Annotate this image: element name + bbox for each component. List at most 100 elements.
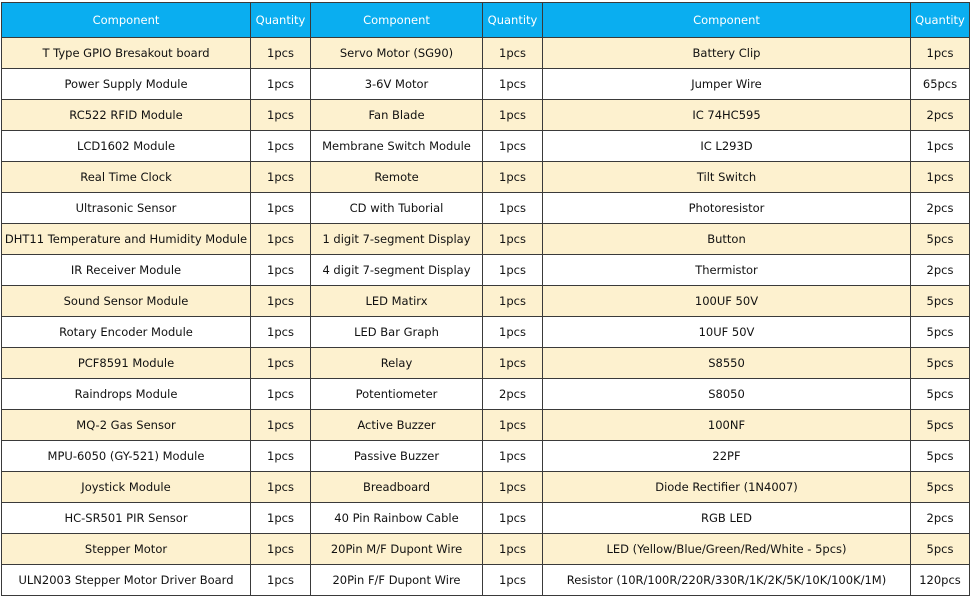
table-cell: 5pcs: [910, 285, 970, 317]
table-cell: Photoresistor: [542, 192, 911, 224]
table-cell: HC-SR501 PIR Sensor: [1, 502, 251, 534]
table-cell: 1pcs: [910, 161, 970, 193]
table-cell: IC 74HC595: [542, 99, 911, 131]
table-cell: 1pcs: [482, 192, 543, 224]
table-cell: Diode Rectifier (1N4007): [542, 471, 911, 503]
table-cell: S8550: [542, 347, 911, 379]
table-cell: 100NF: [542, 409, 911, 441]
table-row: Ultrasonic Sensor 1pcs CD with Tuborial 1pc…: [1, 192, 970, 224]
table-cell: Resistor (10R/100R/220R/330R/1K/2K/5K/10…: [542, 564, 911, 596]
table-cell: 1pcs: [482, 223, 543, 255]
table-cell: 1pcs: [250, 409, 311, 441]
table-cell: 4 digit 7-segment Display: [310, 254, 483, 286]
table-cell: Servo Motor (SG90): [310, 37, 483, 69]
header-cell: Quantity: [250, 2, 311, 38]
table-cell: DHT11 Temperature and Humidity Module: [1, 223, 251, 255]
table-cell: 5pcs: [910, 471, 970, 503]
table-cell: 2pcs: [910, 502, 970, 534]
table-row: HC-SR501 PIR Sensor 1pcs 40 Pin Rainbow Ca…: [1, 502, 970, 534]
table-cell: 5pcs: [910, 347, 970, 379]
table-cell: Power Supply Module: [1, 68, 251, 100]
table-row: Raindrops Module 1pcs Potentiometer 2pcs S80…: [1, 378, 970, 410]
table-cell: IC L293D: [542, 130, 911, 162]
table-row: MQ-2 Gas Sensor 1pcs Active Buzzer 1pcs 100N…: [1, 409, 970, 441]
table-cell: LED (Yellow/Blue/Green/Red/White - 5pcs): [542, 533, 911, 565]
table-cell: 1pcs: [482, 68, 543, 100]
table-row: Power Supply Module 1pcs 3-6V Motor 1pcs Jum…: [1, 68, 970, 100]
table-cell: 2pcs: [482, 378, 543, 410]
table-cell: 20Pin F/F Dupont Wire: [310, 564, 483, 596]
table-cell: 1pcs: [250, 471, 311, 503]
table-cell: 5pcs: [910, 440, 970, 472]
table-cell: 1pcs: [250, 564, 311, 596]
table-cell: LCD1602 Module: [1, 130, 251, 162]
table-row: MPU-6050 (GY-521) Module 1pcs Passive Buzz…: [1, 440, 970, 472]
table-cell: 22PF: [542, 440, 911, 472]
table-cell: MPU-6050 (GY-521) Module: [1, 440, 251, 472]
header-cell: Component: [542, 2, 911, 38]
table-cell: 1pcs: [482, 161, 543, 193]
table-cell: RGB LED: [542, 502, 911, 534]
table-cell: 1pcs: [250, 533, 311, 565]
header-cell: Component: [1, 2, 251, 38]
table-cell: 1pcs: [250, 347, 311, 379]
table-row: LCD1602 Module 1pcs Membrane Switch Module…: [1, 130, 970, 162]
table-row: IR Receiver Module 1pcs 4 digit 7-segment …: [1, 254, 970, 286]
table-cell: 100UF 50V: [542, 285, 911, 317]
table-cell: RC522 RFID Module: [1, 99, 251, 131]
table-row: ULN2003 Stepper Motor Driver Board 1pcs 20…: [1, 564, 970, 596]
table-row: Stepper Motor 1pcs 20Pin M/F Dupont Wire 1p…: [1, 533, 970, 565]
table-row: T Type GPIO Bresakout board 1pcs Servo Mot…: [1, 37, 970, 69]
table-row: PCF8591 Module 1pcs Relay 1pcs S8550 5pcs: [1, 347, 970, 379]
header-cell: Quantity: [482, 2, 543, 38]
table-cell: Real Time Clock: [1, 161, 251, 193]
table-cell: Potentiometer: [310, 378, 483, 410]
table-cell: Battery Clip: [542, 37, 911, 69]
table-cell: 3-6V Motor: [310, 68, 483, 100]
table-cell: 1pcs: [910, 130, 970, 162]
table-cell: 5pcs: [910, 409, 970, 441]
header-cell: Component: [310, 2, 483, 38]
table-cell: 1pcs: [250, 99, 311, 131]
table-row: Rotary Encoder Module 1pcs LED Bar Graph 1p…: [1, 316, 970, 348]
table-cell: 1pcs: [250, 254, 311, 286]
table-row: DHT11 Temperature and Humidity Module 1pc…: [1, 223, 970, 255]
table-cell: 1pcs: [482, 130, 543, 162]
table-cell: Stepper Motor: [1, 533, 251, 565]
table-cell: 40 Pin Rainbow Cable: [310, 502, 483, 534]
table-cell: 1pcs: [482, 502, 543, 534]
table-cell: 1pcs: [250, 161, 311, 193]
table-cell: 5pcs: [910, 378, 970, 410]
table-body: T Type GPIO Bresakout board 1pcs Servo Mot…: [1, 37, 970, 596]
table-cell: IR Receiver Module: [1, 254, 251, 286]
table-cell: 1pcs: [482, 533, 543, 565]
table-cell: 1pcs: [482, 99, 543, 131]
table-cell: 1pcs: [250, 223, 311, 255]
table-cell: 1pcs: [910, 37, 970, 69]
table-cell: 5pcs: [910, 533, 970, 565]
table-cell: ULN2003 Stepper Motor Driver Board: [1, 564, 251, 596]
table-cell: 1pcs: [482, 254, 543, 286]
table-cell: T Type GPIO Bresakout board: [1, 37, 251, 69]
table-cell: 1pcs: [250, 440, 311, 472]
table-cell: MQ-2 Gas Sensor: [1, 409, 251, 441]
table-cell: 1pcs: [250, 378, 311, 410]
table-cell: LED Matirx: [310, 285, 483, 317]
table-cell: 1pcs: [250, 37, 311, 69]
table-cell: 10UF 50V: [542, 316, 911, 348]
table-cell: 1pcs: [250, 130, 311, 162]
table-cell: Relay: [310, 347, 483, 379]
table-cell: 1pcs: [482, 37, 543, 69]
table-cell: 1pcs: [250, 192, 311, 224]
table-cell: 120pcs: [910, 564, 970, 596]
table-cell: 2pcs: [910, 192, 970, 224]
table-cell: PCF8591 Module: [1, 347, 251, 379]
table-cell: Passive Buzzer: [310, 440, 483, 472]
table-cell: Thermistor: [542, 254, 911, 286]
table-cell: 2pcs: [910, 254, 970, 286]
table-cell: Active Buzzer: [310, 409, 483, 441]
table-cell: Breadboard: [310, 471, 483, 503]
table-cell: 20Pin M/F Dupont Wire: [310, 533, 483, 565]
